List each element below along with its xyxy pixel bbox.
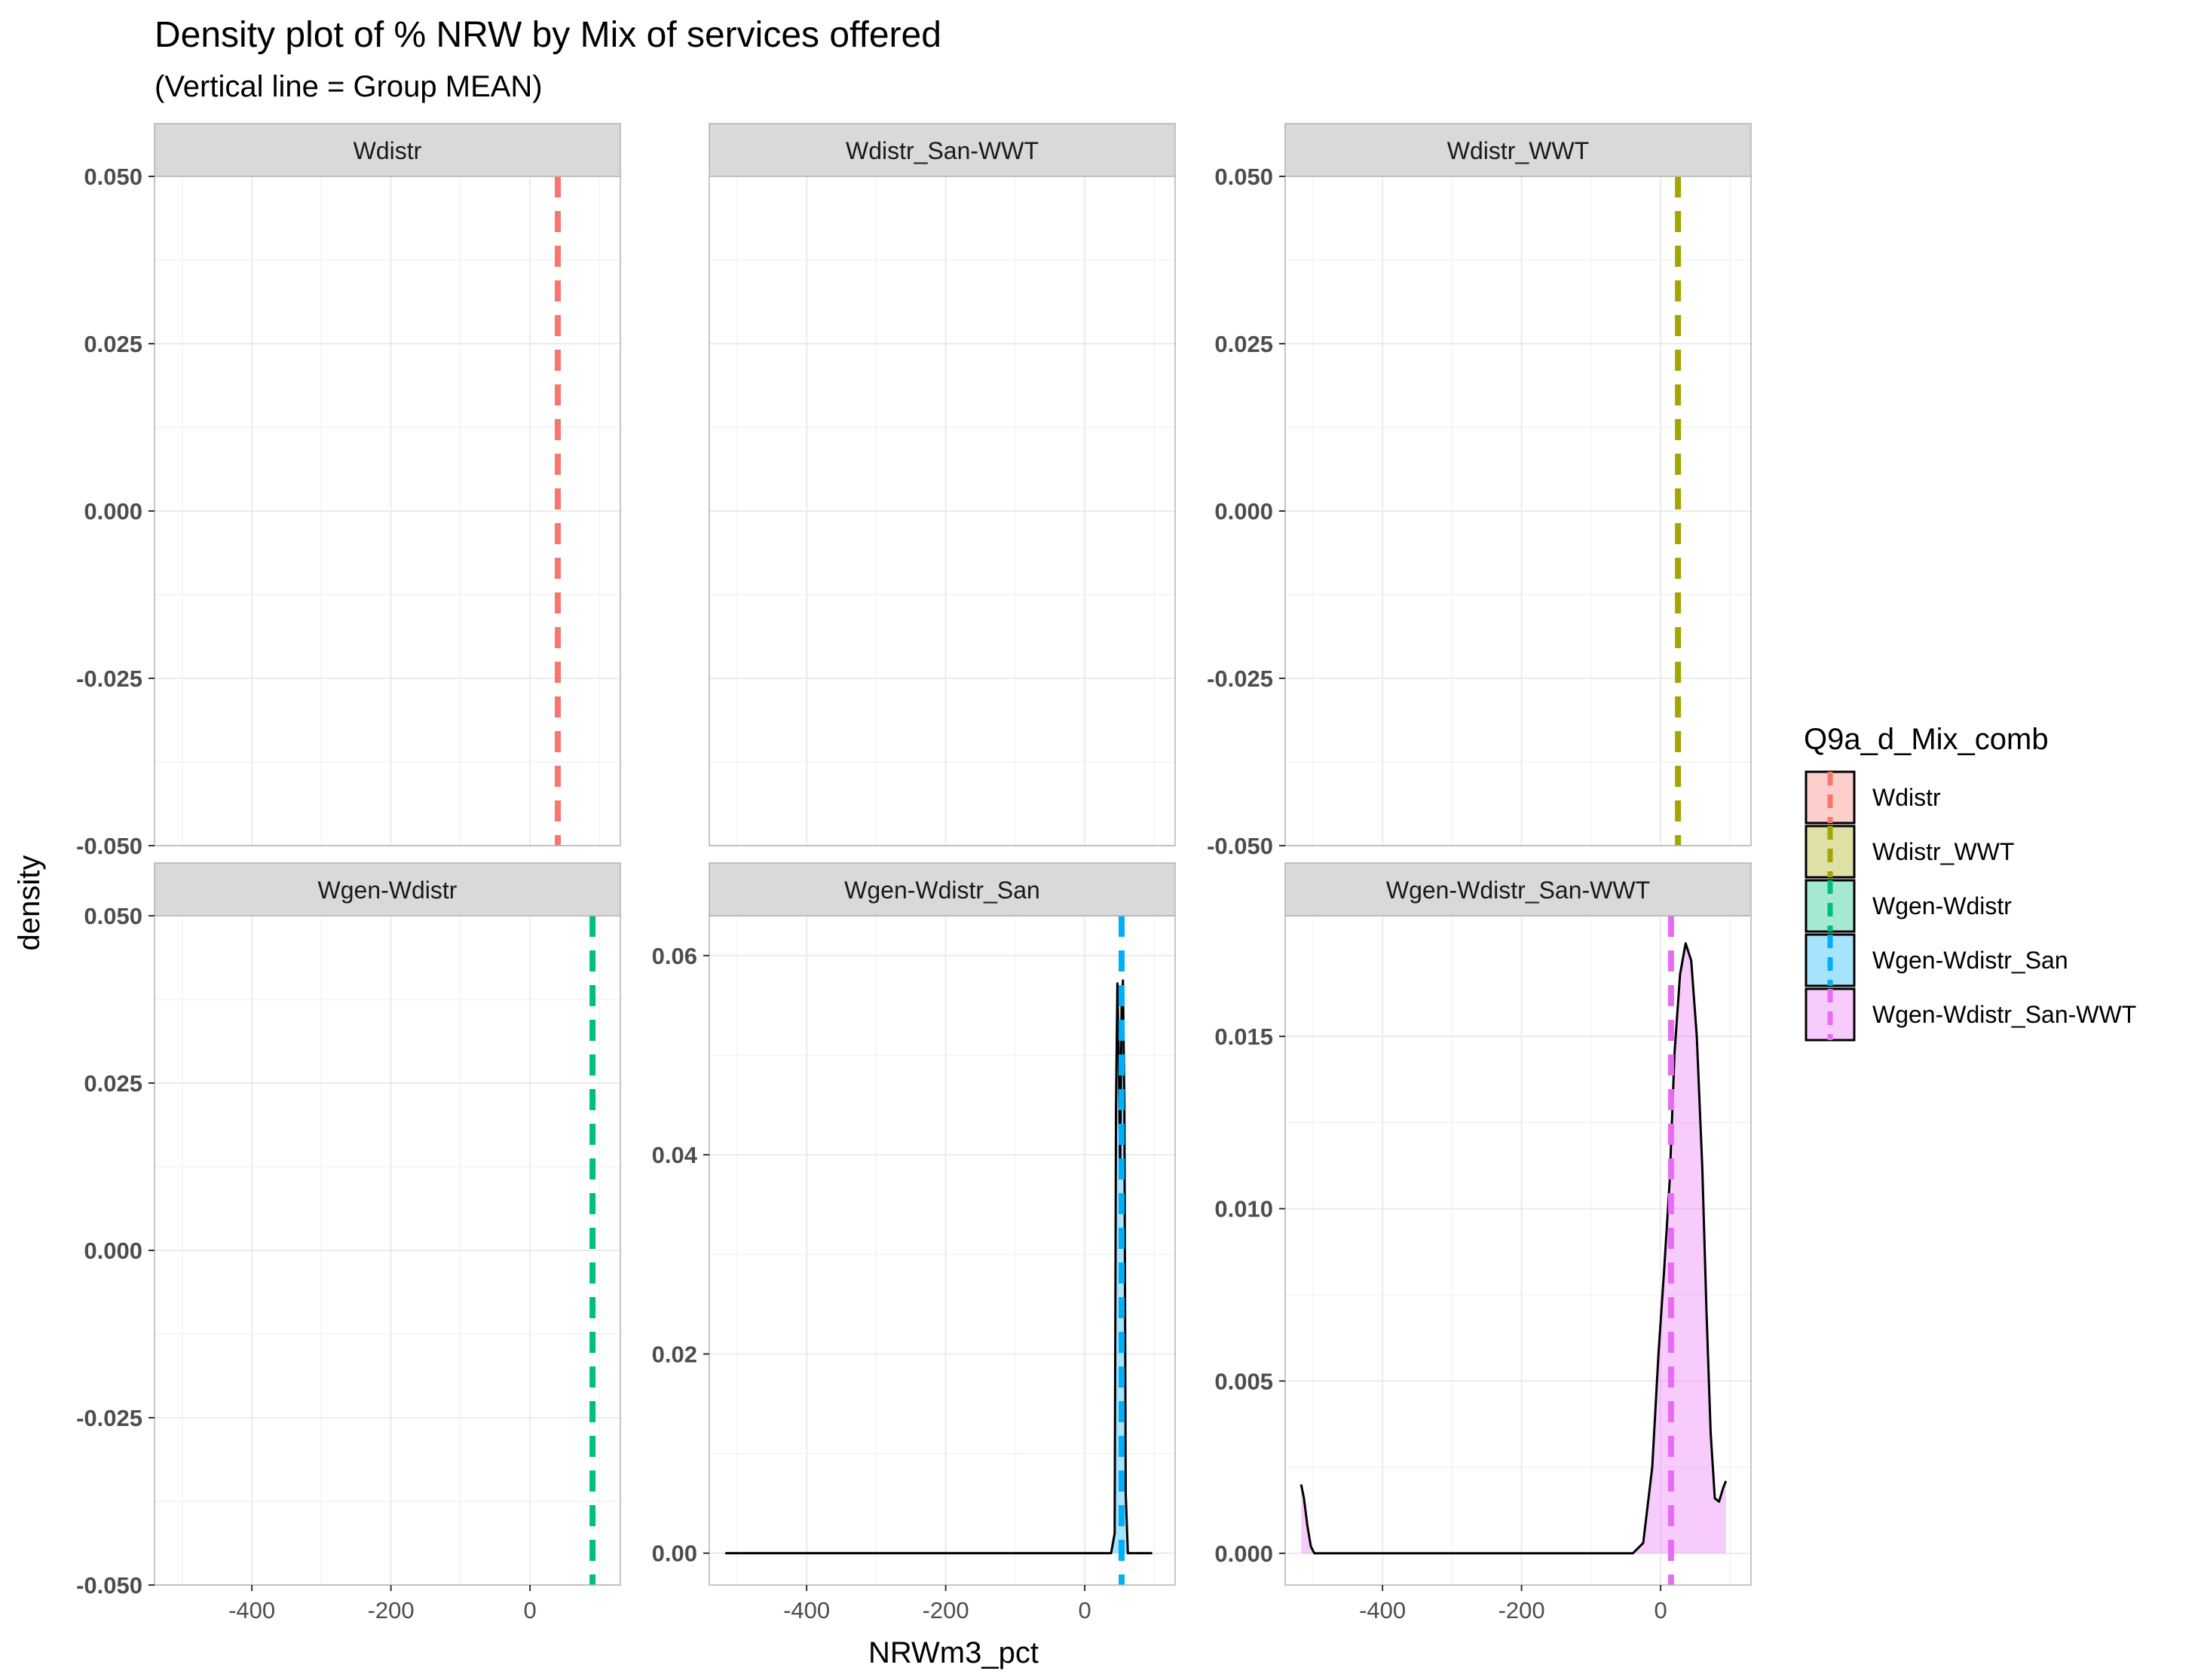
x-tick-label: -200: [368, 1597, 415, 1623]
facet-strip: [154, 123, 621, 177]
y-tick-label: 0.04: [652, 1142, 698, 1168]
facet-panel: Wdistr -0.050 -0.025 0.000 0.025 0.050: [76, 123, 621, 859]
facet-panel: Wgen-Wdistr_San-WWT 0.000 0.005 0.010 0.015 -…: [1214, 862, 1752, 1623]
facet-panel: Wgen-Wdistr_San 0.00 0.02 0.04 0.06 -400 -200 0: [652, 862, 1176, 1623]
y-tick-label: 0.005: [1214, 1368, 1273, 1394]
x-tick-label: -400: [228, 1597, 275, 1623]
y-tick-label: 0.050: [1214, 164, 1273, 190]
y-tick-label: -0.025: [1207, 666, 1273, 692]
facet-strip: [709, 862, 1176, 917]
y-tick-label: 0.000: [1214, 1541, 1273, 1567]
facet-strip: [709, 123, 1176, 177]
y-tick-label: 0.000: [1214, 498, 1273, 525]
x-tick-label: 0: [523, 1597, 536, 1623]
facet-strip: [1284, 123, 1752, 177]
panel-border: [709, 176, 1176, 846]
x-axis-title: NRWm3_pct: [868, 1636, 1039, 1669]
y-tick-label: -0.025: [76, 666, 142, 692]
facet-strip-label: Wgen-Wdistr_San-WWT: [1386, 877, 1650, 904]
y-tick-label: 0.000: [84, 1238, 142, 1264]
y-tick-label: 0.015: [1214, 1024, 1273, 1050]
legend-label: Wgen-Wdistr_San: [1872, 947, 2068, 974]
legend-item: Wgen-Wdistr_San: [1805, 933, 2068, 987]
panel-border: [1284, 915, 1752, 1586]
x-tick-label: -400: [783, 1597, 830, 1623]
density-line: [725, 979, 1153, 1555]
facet-panel: Wdistr_WWT -0.050 -0.025 0.000 0.025 0.050: [1207, 123, 1752, 859]
x-tick-label: -200: [1498, 1597, 1545, 1623]
legend-items: Wdistr Wdistr_WWT Wgen-Wdistr Wgen-Wdistr_S…: [1805, 770, 2136, 1042]
y-tick-label: 0.025: [1214, 331, 1273, 357]
density-area: [725, 980, 1153, 1553]
legend-label: Wdistr_WWT: [1872, 838, 2014, 865]
y-tick-label: 0.00: [652, 1541, 697, 1567]
y-axis-title: density: [13, 855, 46, 951]
y-tick-label: 0.025: [84, 331, 142, 357]
facet-strip-label: Wdistr_San-WWT: [846, 137, 1039, 164]
panel-border: [709, 915, 1176, 1586]
y-tick-label: -0.025: [76, 1405, 142, 1431]
legend-label: Wgen-Wdistr_San-WWT: [1872, 1001, 2136, 1028]
facet-strip-label: Wgen-Wdistr: [318, 877, 458, 904]
y-tick-label: 0.025: [84, 1070, 142, 1097]
density-area: [1301, 943, 1726, 1553]
y-tick-label: 0.050: [84, 164, 142, 190]
legend-label: Wdistr: [1872, 784, 1941, 811]
facet-strip: [154, 862, 621, 917]
y-tick-label: 0.02: [652, 1341, 697, 1367]
legend-label: Wgen-Wdistr: [1872, 892, 2012, 920]
x-tick-label: -400: [1359, 1597, 1406, 1623]
facet-strip-label: Wdistr_WWT: [1447, 137, 1589, 164]
legend-item: Wgen-Wdistr_San-WWT: [1805, 987, 2136, 1042]
legend-title: Q9a_d_Mix_comb: [1804, 723, 2049, 756]
x-tick-label: 0: [1078, 1597, 1091, 1623]
legend: Q9a_d_Mix_comb Wdistr Wdistr_WWT Wgen-Wdis…: [1804, 723, 2136, 1042]
y-tick-label: 0.06: [652, 943, 697, 969]
y-tick-label: 0.010: [1214, 1196, 1273, 1223]
legend-item: Wdistr_WWT: [1805, 825, 2014, 879]
legend-item: Wdistr: [1805, 770, 1941, 825]
facet-strip-label: Wgen-Wdistr_San: [844, 877, 1040, 904]
y-tick-label: -0.050: [1207, 833, 1273, 859]
legend-item: Wgen-Wdistr: [1805, 879, 2012, 933]
facet-panel: Wdistr_San-WWT: [709, 123, 1176, 846]
x-tick-label: -200: [923, 1597, 969, 1623]
facet-panel: Wgen-Wdistr -0.050 -0.025 0.000 0.025 0.050 -4…: [76, 862, 621, 1623]
y-tick-label: 0.050: [84, 903, 142, 929]
y-tick-label: -0.050: [76, 833, 142, 859]
chart-title: Density plot of % NRW by Mix of services…: [155, 15, 941, 55]
facet-strip: [1284, 862, 1752, 917]
y-tick-label: -0.050: [76, 1572, 142, 1599]
chart-subtitle: (Vertical line = Group MEAN): [155, 70, 543, 103]
facet-panels: Wdistr-0.050-0.0250.0000.0250.050Wdistr_…: [76, 123, 1752, 1623]
x-tick-label: 0: [1654, 1597, 1667, 1623]
y-tick-label: 0.000: [84, 498, 142, 525]
facet-strip-label: Wdistr: [354, 137, 422, 164]
density-line: [1299, 942, 1728, 1555]
